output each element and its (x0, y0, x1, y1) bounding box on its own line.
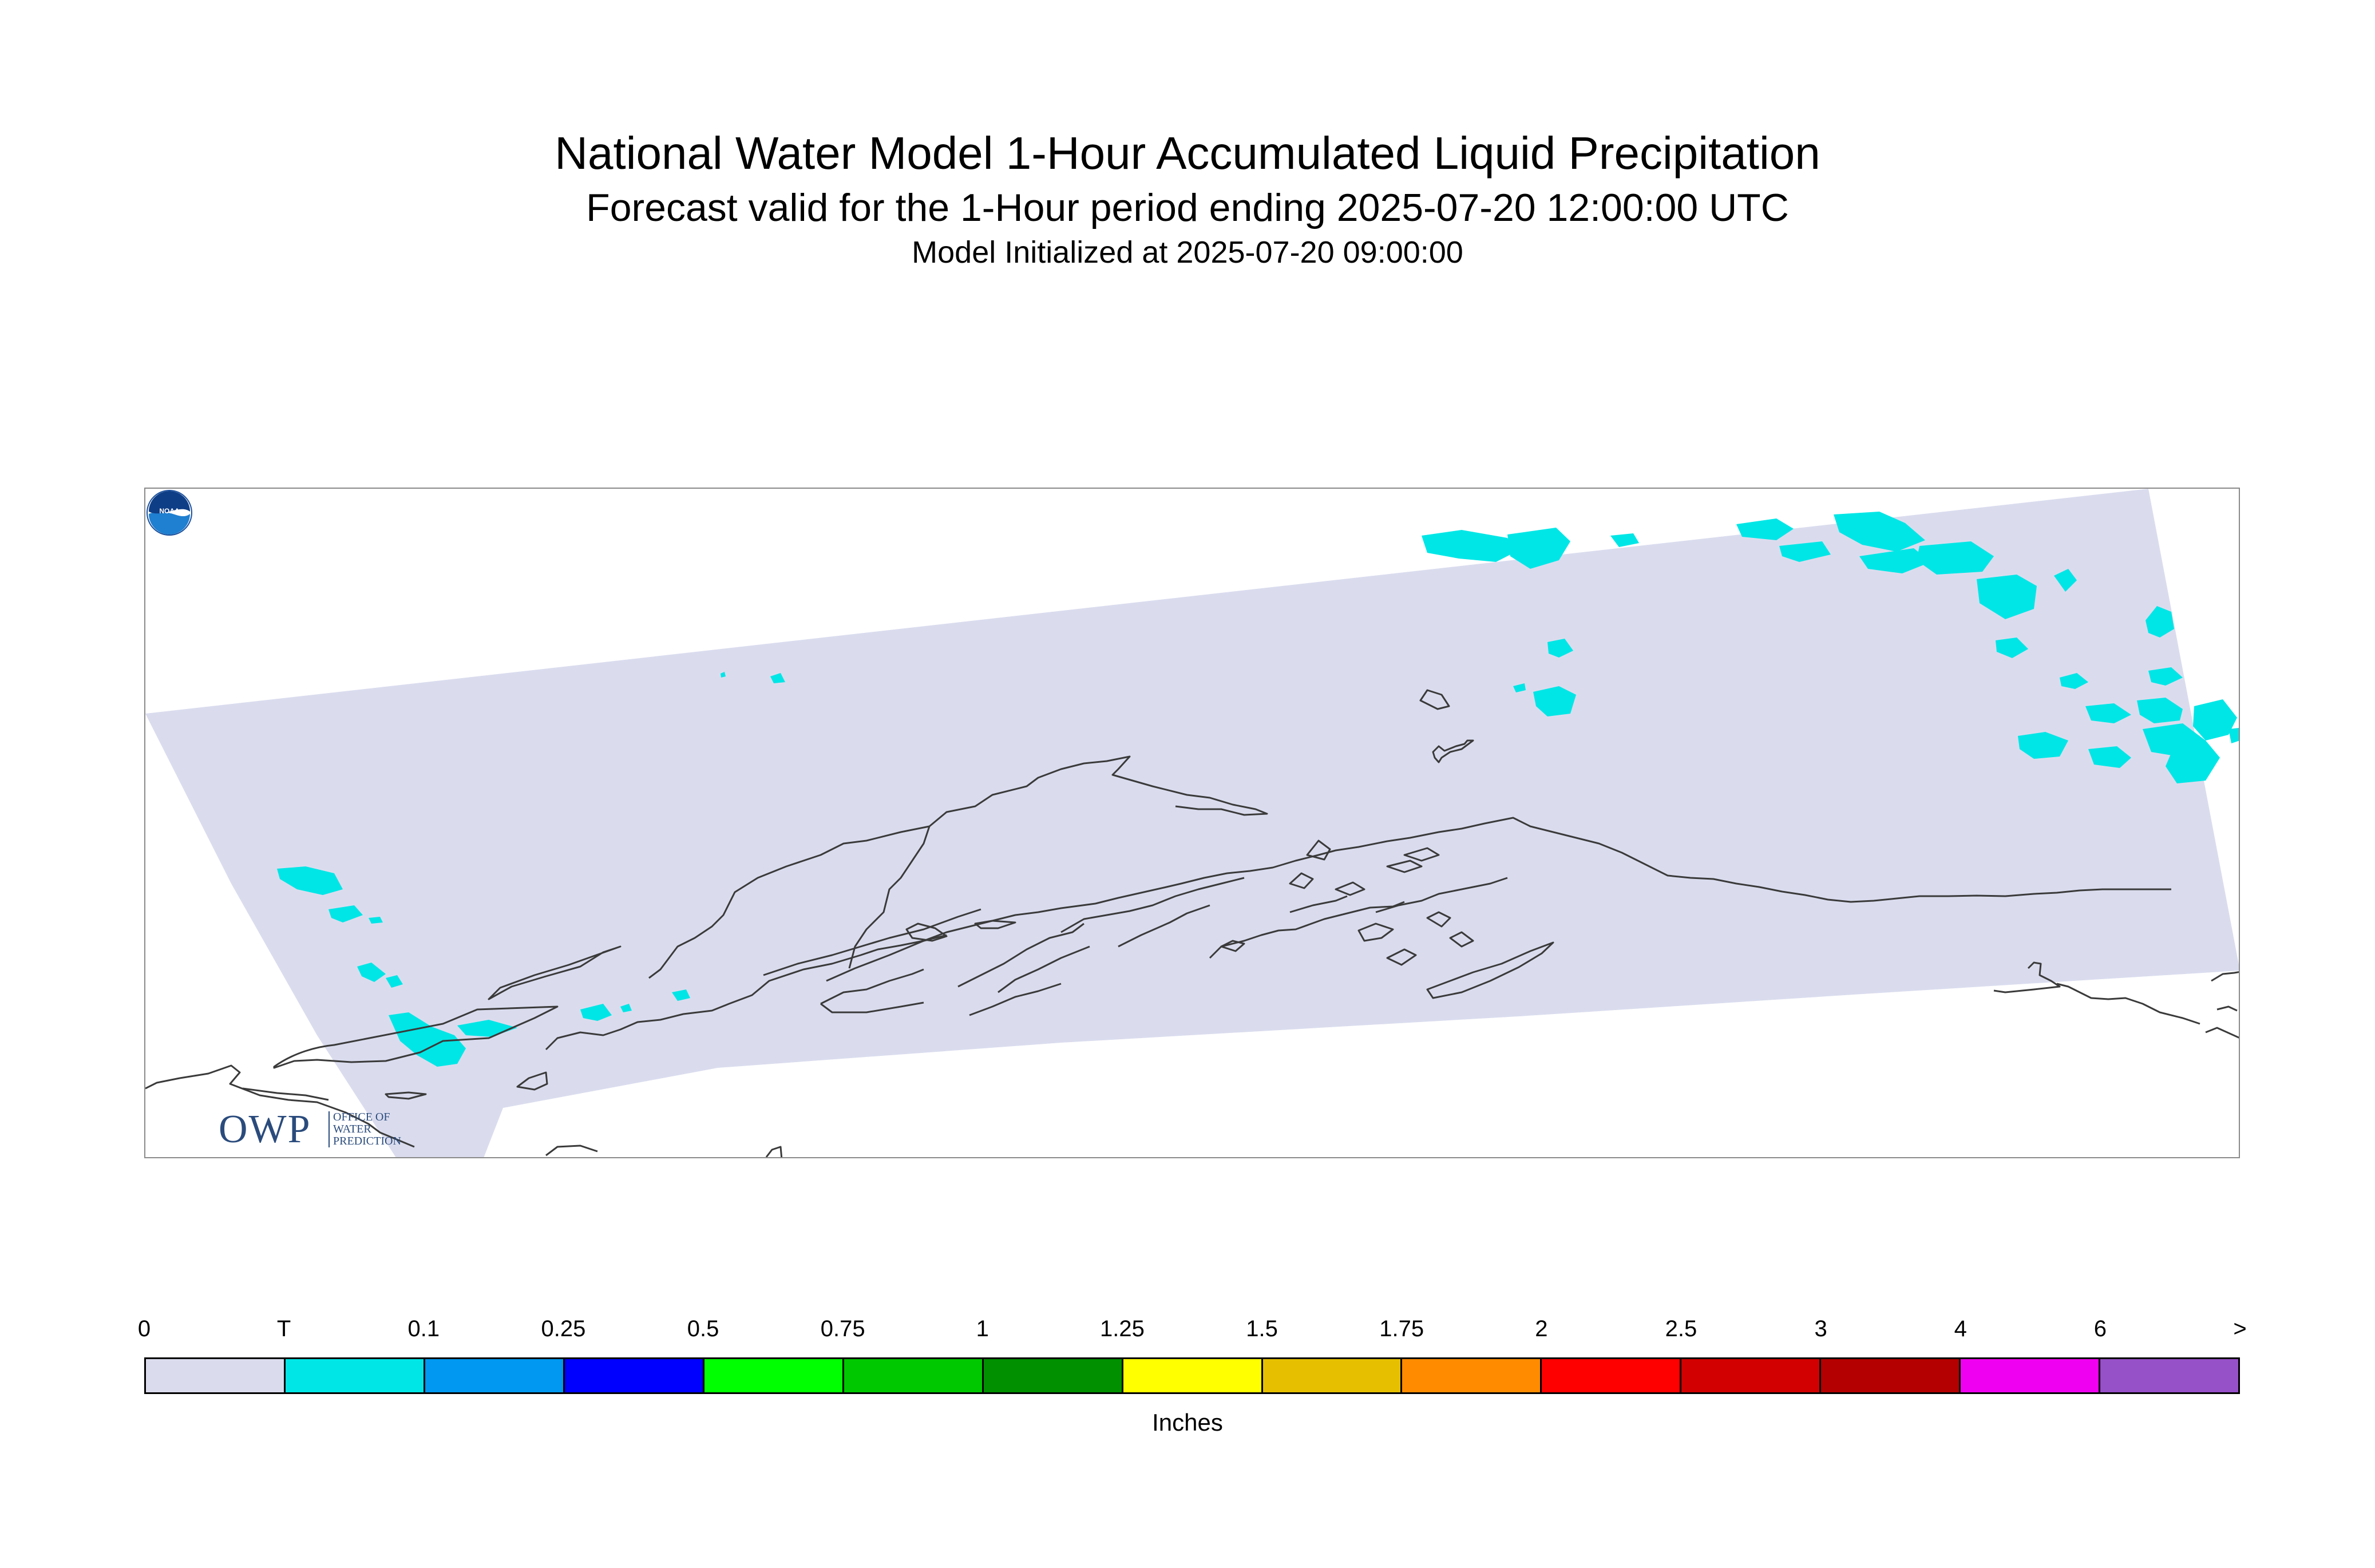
legend-swatch (1821, 1359, 1961, 1392)
owp-logo: OWP OFFICE OF WATER PREDICTION (219, 1107, 436, 1153)
legend-tick-label: > (2233, 1316, 2247, 1341)
legend-swatch (1123, 1359, 1263, 1392)
owp-logo-line-1: OFFICE OF (333, 1111, 390, 1123)
map-subtitle: Forecast valid for the 1-Hour period end… (586, 186, 1789, 229)
owp-logo-subtext: OFFICE OF WATER PREDICTION (328, 1111, 401, 1147)
legend-units: Inches (1152, 1409, 1223, 1436)
model-domain-region (145, 489, 2239, 1157)
coastlines (145, 689, 2239, 1157)
noaa-logo-text: NOAA (159, 507, 180, 515)
legend-tick-label: 1.5 (1246, 1316, 1278, 1341)
legend-tick-label: 0.75 (820, 1316, 865, 1341)
legend-swatch (425, 1359, 565, 1392)
noaa-logo: NOAA (147, 490, 192, 536)
legend-tick-label: 2 (1535, 1316, 1548, 1341)
legend-tick-label: 0.5 (687, 1316, 719, 1341)
legend-tick-label: 4 (1954, 1316, 1967, 1341)
legend-swatch (2100, 1359, 2239, 1392)
legend-tick-label: T (276, 1316, 291, 1341)
owp-logo-letters: OWP (219, 1107, 311, 1151)
owp-logo-line-3: PREDICTION (333, 1135, 401, 1147)
legend-swatch (146, 1359, 286, 1392)
legend-swatch (285, 1359, 425, 1392)
legend-swatch (844, 1359, 984, 1392)
legend-tick-label: 0.1 (407, 1316, 440, 1341)
legend-swatch (1402, 1359, 1542, 1392)
legend-color-bar (144, 1357, 2240, 1394)
legend-swatch (564, 1359, 704, 1392)
legend-tick-label: 0.25 (541, 1316, 586, 1341)
legend-swatch (1542, 1359, 1682, 1392)
legend-tick-label: 1.25 (1099, 1316, 1145, 1341)
owp-logo-line-2: WATER (333, 1123, 371, 1135)
map-canvas (145, 489, 2239, 1157)
precipitation-map: OWP OFFICE OF WATER PREDICTION NOAA (144, 488, 2240, 1158)
precipitation-areas (277, 512, 2239, 1067)
legend-tick-label: 3 (1814, 1316, 1827, 1341)
legend-swatch (1961, 1359, 2101, 1392)
map-title: National Water Model 1-Hour Accumulated … (555, 128, 1820, 179)
legend-tick-label: 1 (976, 1316, 989, 1341)
legend-tick-label: 0 (137, 1316, 151, 1341)
legend-swatch (983, 1359, 1123, 1392)
legend-tick-label: 6 (2093, 1316, 2107, 1341)
legend-swatch (704, 1359, 844, 1392)
legend-tick-label: 1.75 (1379, 1316, 1424, 1341)
legend-swatch (1681, 1359, 1822, 1392)
legend-tick-label: 2.5 (1665, 1316, 1697, 1341)
legend-swatch (1262, 1359, 1403, 1392)
model-init-text: Model Initialized at 2025-07-20 09:00:00 (912, 235, 1463, 270)
